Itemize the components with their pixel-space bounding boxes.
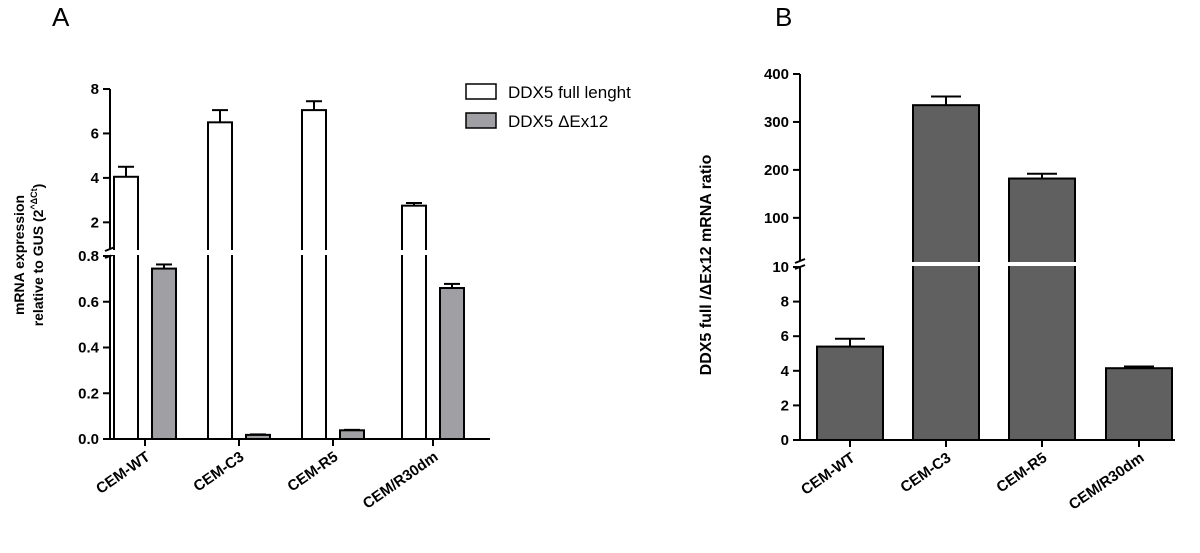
chart-a-ylabel-line1: mRNA expression [11,195,27,315]
chart-b: 0 2 4 6 8 10 100 200 300 400 CEM-WT CEM-C3 CEM-R5 CEM… [764,66,1175,513]
chart-b-bar-break-cem-c3-0 [910,262,982,266]
panel-label-a: A [52,2,70,32]
legend-swatch-delta-ex12 [465,112,497,129]
chart-a-ytick-label: 8 [91,81,99,98]
chart-a-bar-cem-r5-0 [301,109,327,440]
chart-a-bar-cem-r30dm-1 [439,287,465,440]
chart-b-ytick-label: 0 [781,432,789,449]
chart-a-ylabel: mRNA expression relative to GUS (2^ΔCt) [11,184,46,327]
legend-label-full-length: DDX5 full lenght [508,83,631,102]
chart-b-bar-break-cem-r5-0 [1006,262,1078,266]
chart-a-ytick-label: 4 [91,170,100,187]
chart-b-ytick-label: 2 [781,397,789,414]
chart-b-bar-cem-r30dm-0 [1105,367,1173,441]
chart-b-xtick-label-cem-r30dm: CEM/R30dm [1066,449,1147,513]
chart-a-ytick-label: 0.6 [78,294,99,311]
chart-b-ytick-label: 400 [764,66,789,83]
chart-a-bar-break-cem-r30dm-0 [399,250,429,255]
chart-a-bar-break-cem-wt-0 [111,250,141,255]
chart-a-ylabel-line2: relative to GUS (2^ΔCt) [29,184,46,327]
chart-b-ytick-label: 10 [772,259,789,276]
chart-a-xtick-label-cem-r5: CEM-R5 [284,448,341,495]
chart-b-bar-cem-r5-0 [1008,177,1076,441]
chart-b-xtick-label-cem-r5: CEM-R5 [993,449,1050,496]
chart-a-xtick-label-cem-r30dm: CEM/R30dm [360,448,441,512]
chart-b-bar-cem-wt-0 [816,345,884,441]
legend-label-delta-ex12: DDX5 ΔEx12 [508,112,608,131]
chart-a-bar-cem-r30dm-0 [401,204,427,440]
chart-b-ytick-label: 6 [781,328,789,345]
chart-b-xtick-label-cem-wt: CEM-WT [798,449,858,498]
chart-a-bar-break-cem-r5-0 [299,250,329,255]
chart-b-ytick-label: 300 [764,114,789,131]
chart-b-ytick-label: 8 [781,294,789,311]
chart-a: 0.0 0.2 0.4 0.6 0.8 2 4 6 8 CEM-WT CEM-C3 CEM-R5 CEM… [78,81,490,512]
chart-a-xtick-label-cem-wt: CEM-WT [93,448,153,497]
chart-a-ytick-label: 0.4 [78,340,100,357]
chart-b-axis-break-upper [794,258,806,264]
panel-label-b: B [775,2,793,32]
chart-a-ytick-label: 0.0 [78,431,99,448]
legend-swatch-full-length [465,83,497,100]
chart-b-ytick-label: 200 [764,162,789,179]
chart-a-legend: DDX5 full lenght DDX5 ΔEx12 [465,83,631,131]
chart-b-ytick-label: 4 [781,363,790,380]
chart-a-ytick-label: 0.2 [78,385,99,402]
chart-a-bar-cem-c3-0 [207,121,233,440]
chart-b-ylabel: DDX5 full /ΔEx12 mRNA ratio [698,154,715,375]
chart-a-xtick-label-cem-c3: CEM-C3 [190,448,247,495]
chart-a-bar-cem-r5-1 [339,429,365,440]
chart-a-bar-cem-wt-1 [151,267,177,440]
chart-a-bar-cem-wt-0 [113,175,139,440]
chart-b-bar-cem-c3-0 [912,104,980,442]
chart-a-bar-cem-c3-1 [245,433,271,441]
chart-a-ytick-label: 2 [91,214,99,231]
chart-b-ylabel-text: DDX5 full /ΔEx12 mRNA ratio [698,154,715,375]
chart-b-ytick-label: 100 [764,210,789,227]
chart-a-ytick-label: 6 [91,125,99,142]
chart-a-bar-break-cem-c3-0 [205,250,235,255]
chart-b-xtick-label-cem-c3: CEM-C3 [897,449,954,496]
chart-a-ytick-label: 0.8 [78,248,99,265]
